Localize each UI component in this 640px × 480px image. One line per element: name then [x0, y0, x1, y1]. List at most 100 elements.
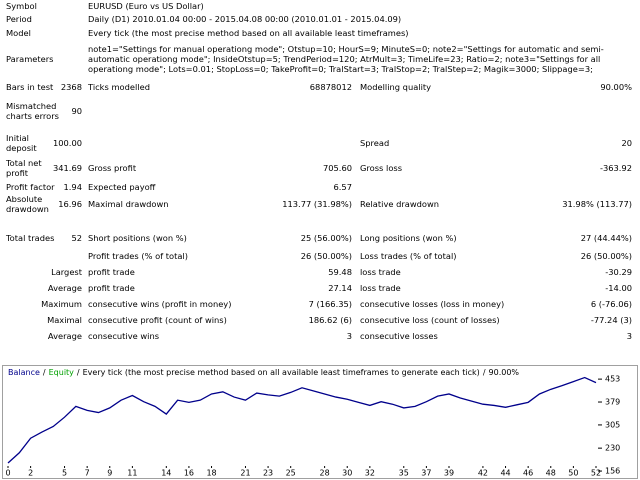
stat-value: 1.94 — [63, 182, 82, 192]
stat-value: 52 — [71, 233, 82, 243]
stat-label: Relative drawdown — [360, 199, 440, 209]
row-value: EURUSD (Euro vs US Dollar) — [88, 1, 204, 11]
stat-value: 25 (56.00%) — [300, 233, 352, 243]
stat-label: Initial deposit — [6, 133, 37, 153]
legend-separator: / — [43, 368, 46, 377]
stat-value: 26 (50.00%) — [580, 251, 632, 261]
y-tick-label: 379 — [605, 398, 620, 407]
stat-value: 31.98% (113.77) — [562, 199, 632, 209]
stat-label: profit trade — [88, 267, 135, 277]
legend-equity: Equity — [49, 368, 75, 377]
stat-value: 186.62 (6) — [308, 315, 352, 325]
x-tick-label: 0 — [5, 469, 10, 478]
stat-prefix: Maximal — [47, 315, 82, 325]
x-tick-label: 42 — [478, 469, 488, 478]
x-tick-label: 46 — [523, 469, 533, 478]
stat-value: 27 (44.44%) — [580, 233, 632, 243]
y-tick-label: 305 — [605, 420, 620, 429]
row-label: Symbol — [6, 1, 37, 11]
x-tick-label: 25 — [286, 469, 296, 478]
stat-label: loss trade — [360, 267, 401, 277]
x-tick-label: 7 — [85, 469, 90, 478]
x-tick-label: 39 — [444, 469, 454, 478]
stat-label: loss trade — [360, 283, 401, 293]
stat-label: Profit trades (% of total) — [88, 251, 188, 261]
row-label: Parameters — [6, 54, 54, 64]
x-tick-label: 28 — [320, 469, 330, 478]
stat-value: 100.00 — [52, 138, 82, 148]
stat-label: Gross profit — [88, 163, 137, 173]
stat-value: 20 — [621, 138, 632, 148]
x-tick-label: 14 — [161, 469, 171, 478]
balance-line — [7, 376, 597, 464]
stat-value: 2368 — [60, 82, 82, 92]
stat-label: profit trade — [88, 283, 135, 293]
stat-label: Ticks modelled — [88, 82, 150, 92]
chart-frame — [2, 365, 638, 479]
x-tick-label: 11 — [127, 469, 137, 478]
x-tick-label: 2 — [28, 469, 33, 478]
legend-model: Every tick (the most precise method base… — [83, 368, 480, 377]
stat-value: -363.92 — [599, 163, 632, 173]
legend-balance: Balance — [8, 368, 40, 377]
stat-value: 59.48 — [328, 267, 352, 277]
stat-label: Spread — [360, 138, 390, 148]
stat-value: 7 (166.35) — [308, 299, 352, 309]
y-tick-label: 453 — [605, 375, 620, 384]
x-tick-label: 50 — [568, 469, 578, 478]
stat-label: consecutive losses (loss in money) — [360, 299, 505, 309]
x-tick-label: 5 — [62, 469, 67, 478]
stat-value: 16.96 — [58, 199, 82, 209]
x-tick-label: 35 — [399, 469, 409, 478]
stat-label: Loss trades (% of total) — [360, 251, 457, 261]
y-tick-label: 156 — [605, 467, 620, 476]
x-tick-label: 37 — [421, 469, 431, 478]
stat-value: 341.69 — [52, 163, 82, 173]
stat-label: consecutive wins — [88, 331, 160, 341]
stat-label: Gross loss — [360, 163, 403, 173]
stat-label: Short positions (won %) — [88, 233, 187, 243]
stat-value: -30.29 — [605, 267, 632, 277]
stat-label: Profit factor — [6, 182, 55, 192]
row-value: note1="Settings for manual operationg mo… — [88, 44, 604, 74]
stat-prefix: Largest — [51, 267, 82, 277]
x-tick-label: 48 — [546, 469, 556, 478]
stat-prefix: Maximum — [41, 299, 82, 309]
stat-label: consecutive losses — [360, 331, 438, 341]
stat-label: Long positions (won %) — [360, 233, 457, 243]
stat-label: consecutive loss (count of losses) — [360, 315, 500, 325]
x-tick-label: 23 — [263, 469, 273, 478]
legend-separator: / — [483, 368, 486, 377]
stat-value: 90 — [71, 106, 82, 116]
x-tick-label: 30 — [342, 469, 352, 478]
legend-separator: / — [77, 368, 80, 377]
stat-value: 6 (-76.06) — [590, 299, 632, 309]
stat-value: 68878012 — [309, 82, 352, 92]
stat-value: 3 — [346, 331, 352, 341]
stat-label: Absolute drawdown — [6, 194, 49, 214]
stat-label: Mismatched charts errors — [6, 101, 59, 121]
stat-value: 705.60 — [322, 163, 352, 173]
stat-label: Modelling quality — [360, 82, 432, 92]
stat-value: 6.57 — [333, 182, 352, 192]
y-tick-label: 230 — [605, 444, 620, 453]
legend-quality: 90.00% — [489, 368, 520, 377]
stat-value: 3 — [626, 331, 632, 341]
stat-label: Total trades — [6, 233, 55, 243]
chart-legend: Balance / Equity / Every tick (the most prec… — [8, 368, 519, 377]
stat-label: Total net profit — [6, 158, 42, 178]
row-value: Every tick (the most precise method base… — [88, 28, 409, 38]
stat-value: 27.14 — [328, 283, 352, 293]
x-tick-label: 52 — [591, 469, 601, 478]
stat-label: Expected payoff — [88, 182, 156, 192]
x-tick-label: 44 — [500, 469, 510, 478]
stat-value: 26 (50.00%) — [300, 251, 352, 261]
row-label: Period — [6, 14, 32, 24]
stat-prefix: Average — [47, 283, 82, 293]
stat-label: consecutive wins (profit in money) — [88, 299, 232, 309]
stat-prefix: Average — [47, 331, 82, 341]
stat-label: Maximal drawdown — [88, 199, 169, 209]
stat-value: 113.77 (31.98%) — [282, 199, 352, 209]
